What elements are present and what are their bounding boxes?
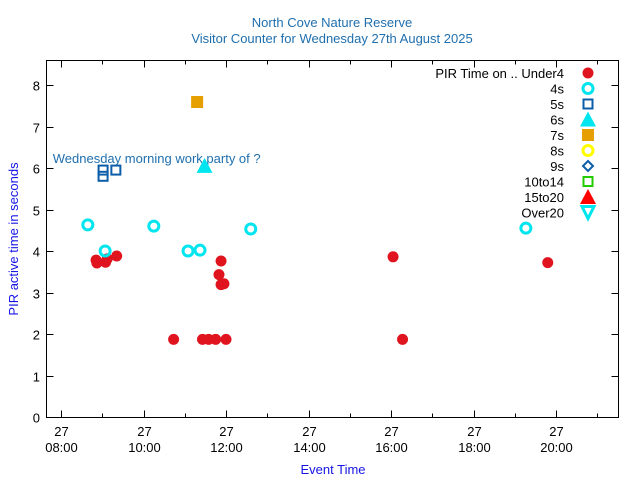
plot-frame [46, 60, 619, 418]
annotation-text: Wednesday morning work party of ? [53, 151, 261, 166]
legend-label: 10to14 [524, 175, 564, 190]
data-point-under4 [210, 333, 222, 345]
y-tick-label: 2 [33, 328, 40, 343]
y-tick-label: 8 [33, 79, 40, 94]
x-tick-label-day: 27 [137, 424, 151, 439]
legend-label: 5s [550, 97, 564, 112]
legend-label: 8s [550, 144, 564, 159]
data-point-4s [519, 221, 533, 235]
x-tick-label-time: 10:00 [128, 440, 161, 455]
x-tick-label-day: 27 [54, 424, 68, 439]
legend-marker-9s [581, 159, 595, 173]
y-tick-label: 4 [33, 245, 40, 260]
data-point-under4 [215, 255, 227, 267]
data-point-7s [191, 96, 204, 109]
data-point-6s [196, 157, 213, 173]
x-tick-label-day: 27 [384, 424, 398, 439]
x-tick-label-day: 27 [302, 424, 316, 439]
x-tick-label-time: 20:00 [540, 440, 573, 455]
y-tick-label: 3 [33, 287, 40, 302]
data-point-4s [193, 243, 207, 257]
chart-subtitle: Visitor Counter for Wednesday 27th Augus… [191, 31, 472, 46]
x-axis-title: Event Time [300, 462, 365, 477]
legend-marker-7s [582, 129, 594, 141]
y-tick-label: 5 [33, 204, 40, 219]
y-tick-label: 1 [33, 370, 40, 385]
legend-label: 9s [550, 159, 564, 174]
data-point-under4 [220, 333, 232, 345]
data-point-4s [181, 244, 195, 258]
data-point-4s [147, 219, 161, 233]
x-tick-label-time: 16:00 [375, 440, 408, 455]
legend-marker-4s [581, 82, 595, 95]
x-tick-label-time: 14:00 [293, 440, 326, 455]
y-tick-label: 7 [33, 121, 40, 136]
data-point-5s [97, 164, 109, 176]
legend-marker-15to20 [580, 189, 596, 204]
y-tick-label: 0 [33, 411, 40, 426]
legend-marker-under4 [582, 67, 594, 79]
y-axis-title: PIR active time in seconds [6, 162, 21, 316]
legend-label: 15to20 [524, 190, 564, 205]
data-point-under4 [542, 257, 554, 269]
data-point-5s [110, 164, 122, 176]
data-points [81, 96, 554, 345]
data-point-4s [244, 222, 258, 236]
legend-label: PIR Time on .. Under4 [435, 66, 564, 81]
x-tick-label-time: 08:00 [45, 440, 78, 455]
y-tick-label: 6 [33, 162, 40, 177]
x-tick-label-day: 27 [219, 424, 233, 439]
legend-label: 4s [550, 82, 564, 97]
legend-marker-over20 [579, 205, 597, 222]
data-point-under4 [218, 278, 230, 290]
x-tick-label-time: 18:00 [458, 440, 491, 455]
legend-label: 6s [550, 113, 564, 128]
data-point-under4 [387, 251, 399, 263]
x-axis: 2708:002710:002712:002714:002716:002718:… [45, 60, 598, 455]
legend-label: Over20 [521, 206, 564, 221]
legend: PIR Time on .. Under44s5s6s7s8s9s10to141… [435, 66, 597, 222]
legend-marker-6s [580, 111, 596, 127]
x-tick-label-day: 27 [467, 424, 481, 439]
data-point-5s [97, 170, 109, 182]
data-point-under4 [397, 333, 409, 345]
data-point-under4 [213, 269, 225, 281]
x-tick-label-time: 12:00 [210, 440, 243, 455]
y-axis: 0 1 2 3 4 5 6 7 8 [33, 79, 619, 426]
legend-marker-8s [581, 144, 595, 157]
legend-label: 7s [550, 128, 564, 143]
legend-marker-5s [582, 98, 594, 110]
chart-title: North Cove Nature Reserve [252, 15, 412, 30]
legend-marker-10to14 [582, 176, 594, 187]
data-point-under4 [168, 333, 180, 345]
data-point-under4 [91, 257, 103, 269]
x-tick-label-day: 27 [549, 424, 563, 439]
data-point-under4 [111, 250, 123, 262]
data-point-4s [98, 244, 112, 258]
data-point-4s [81, 218, 95, 232]
